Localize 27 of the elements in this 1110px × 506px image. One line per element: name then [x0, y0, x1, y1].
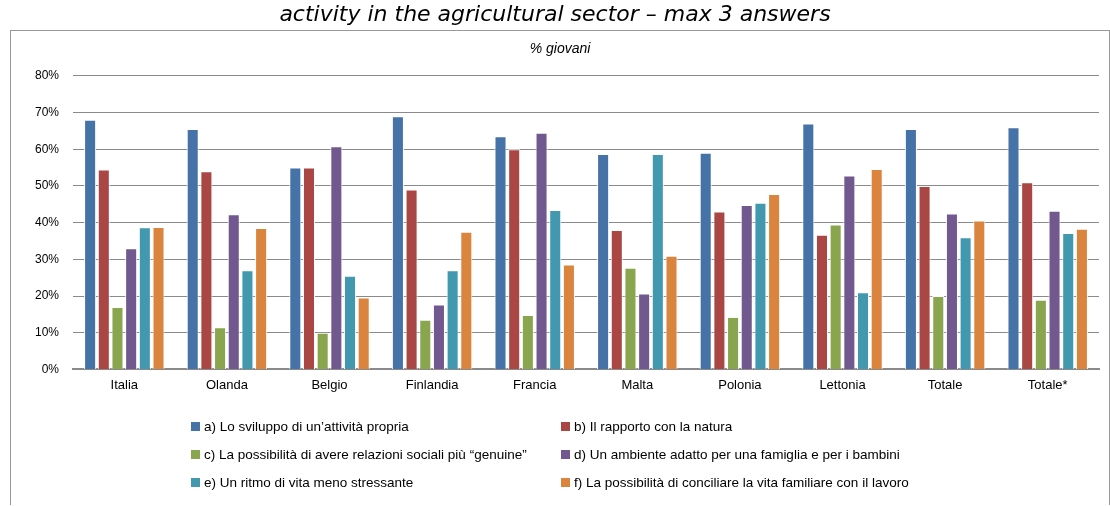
legend-label: e) Un ritmo di vita meno stressante	[204, 475, 414, 490]
y-tick-label: 30%	[34, 251, 60, 266]
legend-label: c) La possibilità di avere relazioni sociali più “genuine”	[204, 447, 527, 462]
x-tick-label: Belgio	[311, 376, 348, 392]
y-tick-label: 80%	[34, 68, 60, 83]
chart-subtitle: % giovani	[529, 40, 592, 57]
x-tick-label: Italia	[110, 376, 139, 392]
legend-label: a) Lo sviluppo di un’attività propria	[204, 419, 409, 434]
y-tick-label: 40%	[34, 214, 60, 229]
y-tick-label: 70%	[34, 104, 60, 119]
y-tick-label: 50%	[34, 178, 60, 193]
x-tick-label: Finlandia	[405, 376, 460, 392]
y-tick-label: 10%	[34, 325, 60, 340]
x-tick-label: Lettonia	[819, 376, 867, 392]
x-tick-label: Olanda	[205, 376, 249, 392]
legend-label: d) Un ambiente adatto per una famiglia e per i bambini	[574, 447, 900, 462]
x-tick-label: Totale	[927, 376, 963, 392]
y-tick-label: 0%	[41, 361, 60, 376]
x-tick-label: Malta	[621, 376, 654, 392]
legend-label: f) La possibilità di conciliare la vita familiare con il lavoro	[574, 475, 909, 490]
x-tick-label: Francia	[513, 376, 558, 392]
x-tick-label: Totale*	[1027, 376, 1068, 392]
x-tick-label: Polonia	[718, 376, 763, 392]
legend-label: b) Il rapporto con la natura	[574, 419, 733, 434]
y-tick-label: 20%	[34, 288, 60, 303]
chart-title: activity in the agricultural sector – max 3 answers	[278, 0, 832, 28]
y-tick-label: 60%	[34, 141, 60, 156]
